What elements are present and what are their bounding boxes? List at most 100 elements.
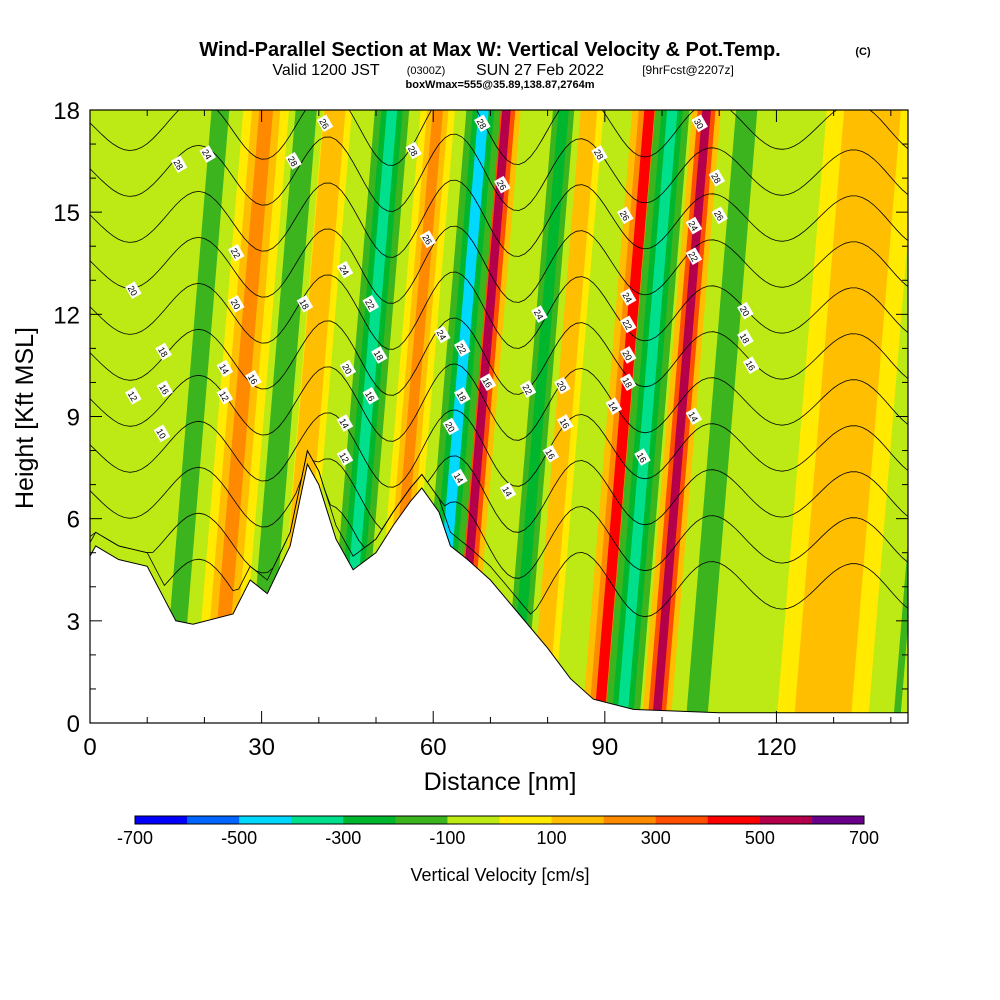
theta-label-text-39: 26 — [618, 209, 632, 223]
theta-label-4: 20 — [125, 281, 142, 300]
theta-label-42: 20 — [619, 346, 637, 364]
theta-label-text-46: 30 — [692, 117, 706, 131]
theta-contour-20 — [90, 317, 908, 396]
theta-label-text-30: 28 — [475, 117, 489, 131]
theta-label-26: 18 — [453, 387, 471, 405]
theta-label-24: 24 — [433, 325, 451, 344]
box-wmax-label: boxWmax=555@35.89,138.87,2764m — [406, 79, 595, 91]
theta-label-6: 24 — [199, 145, 216, 163]
theta-label-50: 22 — [685, 247, 703, 266]
theta-label-text-43: 18 — [620, 376, 634, 390]
theta-label-text-42: 20 — [620, 349, 634, 363]
theta-label-text-10: 12 — [217, 389, 231, 403]
colorbar-swatch-11 — [707, 816, 761, 824]
theta-label-9: 14 — [216, 359, 234, 378]
theta-label-text-26: 18 — [455, 389, 469, 403]
theta-label-text-38: 28 — [592, 148, 606, 162]
theta-label-21: 12 — [336, 448, 354, 466]
theta-label-text-6: 24 — [200, 148, 214, 162]
theta-label-text-32: 22 — [520, 383, 534, 397]
colorbar-swatch-13 — [811, 816, 865, 824]
valid-date-label: SUN 27 Feb 2022 — [476, 62, 604, 79]
theta-label-text-47: 28 — [709, 172, 723, 186]
updraft-band-7-core-2 — [808, 110, 887, 723]
theta-label-38: 28 — [591, 145, 608, 163]
theta-label-39: 26 — [617, 206, 634, 225]
theta-label-5: 28 — [170, 155, 188, 174]
theta-label-text-51: 20 — [738, 304, 752, 318]
downdraft-band-4-core-2 — [508, 110, 569, 723]
colorbar-tick-label-6: 500 — [745, 828, 775, 848]
theta-label-text-52: 18 — [738, 332, 752, 346]
colorbar-tick-label-3: -100 — [429, 828, 465, 848]
theta-label-text-13: 26 — [317, 117, 331, 131]
theta-label-text-37: 14 — [500, 485, 514, 499]
theta-label-7: 22 — [228, 243, 245, 262]
theta-label-text-2: 16 — [157, 383, 171, 397]
y-axis-label: Height [Kft MSL] — [11, 327, 39, 509]
theta-contour-12 — [90, 449, 908, 579]
x-tick-label-30: 30 — [248, 734, 275, 761]
theta-label-13: 26 — [316, 114, 334, 133]
theta-label-text-17: 20 — [340, 362, 354, 376]
theta-label-20: 14 — [336, 414, 354, 432]
theta-label-text-45: 16 — [635, 451, 649, 465]
colorbar-swatch-8 — [551, 816, 605, 824]
x-tick-label-120: 120 — [756, 734, 796, 761]
updraft-band-4-core-2 — [531, 110, 592, 723]
theta-label-text-41: 22 — [620, 318, 634, 332]
theta-label-43: 18 — [619, 373, 637, 392]
theta-label-text-34: 20 — [555, 379, 569, 393]
theta-label-text-54: 14 — [686, 410, 700, 424]
chart-title: Wind-Parallel Section at Max W: Vertical… — [199, 39, 780, 61]
theta-label-text-12: 28 — [286, 154, 300, 168]
plot-field: 10 12 16 18 20 28 24 22 20 14 12 16 28 26 18 24 22 20 18 16… — [90, 110, 908, 723]
updraft-band-0-core-2 — [208, 110, 274, 723]
theta-label-text-44: 14 — [606, 400, 620, 414]
theta-label-text-4: 20 — [126, 284, 140, 298]
theta-contour-24 — [90, 225, 908, 304]
colorbar-tick-label-1: -500 — [221, 828, 257, 848]
y-tick-label-9: 9 — [67, 405, 80, 432]
y-tick-label-18: 18 — [53, 98, 80, 125]
colorbar-tick-label-0: -700 — [117, 828, 153, 848]
theta-label-14: 18 — [296, 295, 314, 313]
theta-label-44: 14 — [605, 397, 623, 415]
y-axis: 0 3 6 9 12 15 18 — [53, 98, 908, 738]
theta-label-36: 16 — [542, 444, 560, 463]
theta-label-25: 22 — [453, 339, 471, 357]
theta-label-text-21: 12 — [337, 451, 351, 465]
theta-label-18: 18 — [371, 346, 388, 364]
colorbar-swatch-12 — [759, 816, 813, 824]
theta-label-34: 20 — [554, 376, 571, 395]
theta-label-23: 26 — [419, 230, 437, 248]
colorbar-swatch-3 — [291, 816, 344, 824]
copyright-mark: (C) — [855, 46, 871, 58]
theta-label-33: 24 — [531, 305, 548, 323]
y-tick-label-12: 12 — [53, 302, 80, 329]
colorbar: -700 -500 -300 -100 100 300 500 700 — [117, 815, 879, 848]
theta-contour-22 — [90, 271, 908, 350]
theta-label-text-3: 18 — [156, 345, 170, 359]
theta-label-text-7: 22 — [229, 246, 243, 260]
theta-label-48: 26 — [711, 206, 728, 225]
theta-label-1: 12 — [125, 387, 142, 405]
x-axis: 0 30 60 90 120 — [83, 110, 892, 761]
colorbar-label: Vertical Velocity [cm/s] — [410, 865, 589, 885]
colorbar-tick-label-7: 700 — [849, 828, 879, 848]
colorbar-tick-label-2: -300 — [325, 828, 361, 848]
x-tick-label-90: 90 — [591, 734, 618, 761]
theta-label-text-36: 16 — [543, 447, 557, 461]
theta-label-text-33: 24 — [532, 308, 546, 322]
theta-label-text-1: 12 — [126, 389, 140, 403]
theta-label-17: 20 — [339, 359, 357, 378]
theta-label-text-23: 26 — [420, 233, 434, 247]
theta-label-47: 28 — [708, 169, 726, 187]
theta-label-49: 24 — [685, 216, 703, 235]
theta-label-text-8: 20 — [229, 298, 243, 312]
colorbar-swatch-6 — [447, 816, 500, 824]
theta-label-37: 14 — [499, 482, 517, 500]
theta-label-text-9: 14 — [217, 362, 231, 376]
theta-label-text-31: 26 — [495, 178, 509, 192]
